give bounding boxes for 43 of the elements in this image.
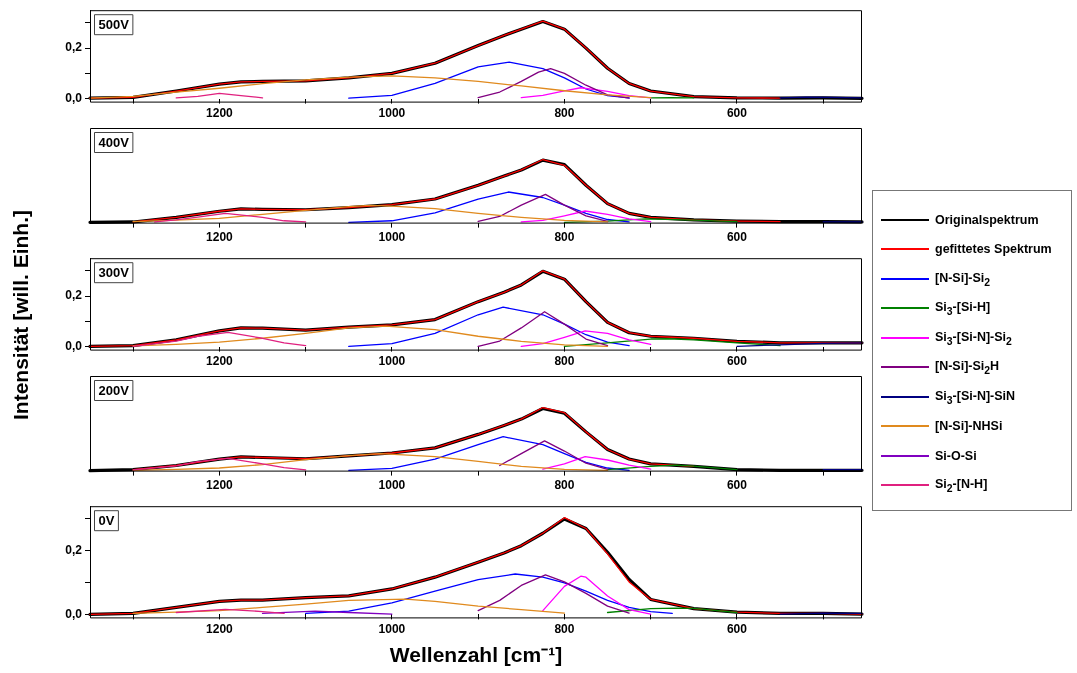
legend-label: Si-O-Si	[935, 448, 977, 463]
text: 500V	[98, 16, 130, 32]
y-tick-label: 0,0	[65, 90, 83, 105]
x-tick-label: 600	[726, 354, 748, 369]
x-tick-label: 1200	[206, 478, 234, 493]
x-tick-label: 1000	[378, 621, 406, 636]
x-tick-label: 600	[726, 230, 748, 245]
text: 0V	[98, 512, 115, 528]
legend-label: Originalspektrum	[935, 212, 1039, 227]
x-tick-label: 1200	[206, 230, 234, 245]
legend-label: Si$_{3}$-[Si-N]-Si$_{2}$	[935, 329, 1012, 346]
x-axis-title: Wellenzahl [cm⁻¹]	[389, 643, 563, 667]
x-tick-label: 600	[726, 106, 748, 121]
x-tick-label: 800	[554, 230, 575, 245]
chart-title: 400V	[98, 134, 130, 150]
legend-label: [N-Si]-Si$_{2}$H	[935, 359, 1000, 376]
legend-label: Si$_{2}$-[N-H]	[935, 477, 988, 494]
legend-label: [N-Si]-Si$_{2}$	[935, 270, 991, 287]
x-tick-label: 1200	[206, 621, 234, 636]
y-tick-label: 0,2	[65, 288, 83, 303]
x-tick-label: 800	[554, 106, 575, 121]
x-tick-label: 1000	[378, 478, 406, 493]
x-tick-label: 800	[554, 478, 575, 493]
x-tick-label: 1200	[206, 354, 234, 369]
x-tick-label: 600	[726, 621, 748, 636]
x-tick-label: 1000	[378, 106, 406, 121]
y-tick-label: 0,0	[65, 338, 83, 353]
chart-title: 200V	[98, 382, 130, 398]
x-tick-label: 600	[726, 478, 748, 493]
x-tick-label: 1200	[206, 106, 234, 121]
x-tick-label: 800	[554, 354, 575, 369]
x-tick-label: 1000	[378, 354, 406, 369]
y-tick-label: 0,2	[65, 543, 83, 558]
x-tick-label: 1000	[378, 230, 406, 245]
legend-label: Si$_{3}$-[Si-N]-SiN	[935, 388, 1016, 405]
x-tick-label: 800	[554, 621, 575, 636]
y-axis-title: Intensität [will. Einh.]	[9, 210, 33, 420]
text: 300V	[98, 264, 130, 280]
legend-label: Si$_{3}$-[Si-H]	[935, 300, 991, 317]
y-tick-label: 0,0	[65, 606, 83, 621]
legend-label: [N-Si]-NHSi	[935, 419, 1003, 434]
legend-label: gefittetes Spektrum	[935, 242, 1052, 257]
y-tick-label: 0,2	[65, 40, 83, 55]
